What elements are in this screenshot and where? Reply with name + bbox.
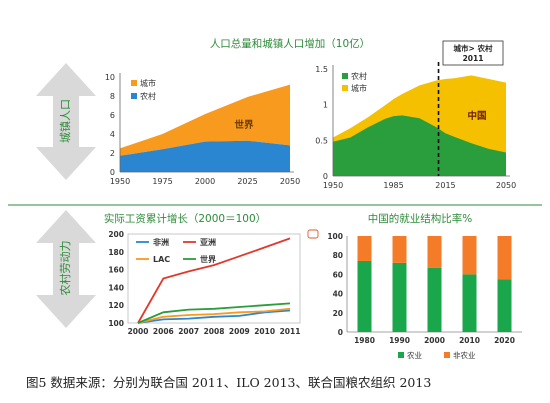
y-tick-label: 0 <box>323 172 328 181</box>
legend-label-china-urban: 城市 <box>351 83 367 93</box>
x-tick-label: 2009 <box>229 327 250 336</box>
legend-swatch-rural <box>131 93 137 99</box>
y-tick-label: 0 <box>338 328 343 337</box>
bar-non-agriculture <box>462 236 477 275</box>
legend-label: 亚洲 <box>200 238 216 247</box>
callout-text-line-1: 城市> 农村 <box>454 43 493 53</box>
bar-non-agriculture <box>392 236 407 263</box>
legend-label: LAC <box>153 255 170 264</box>
area-annotation-china: 中国 <box>467 110 486 122</box>
legend-swatch-non-agriculture <box>444 352 450 358</box>
title-wages: 实际工资累计增长（2000＝100） <box>104 212 266 225</box>
legend-label-urban: 城市 <box>140 78 156 88</box>
y-tick-label: 1.5 <box>315 65 328 74</box>
bar-non-agriculture <box>497 236 512 280</box>
y-tick-label: 0 <box>110 168 115 177</box>
y-tick-label: 160 <box>108 266 124 275</box>
x-tick-label: 2011 <box>280 327 301 336</box>
area-series-china-rural <box>333 115 506 176</box>
x-tick-label: 1975 <box>152 177 172 186</box>
y-tick-label: 180 <box>108 248 124 257</box>
bar-agriculture <box>427 267 442 332</box>
y-tick-label: 40 <box>333 290 343 299</box>
legend-label: 世界 <box>200 254 217 264</box>
bar-agriculture <box>357 260 372 332</box>
series-line-LAC <box>137 307 291 324</box>
y-tick-label: 20 <box>333 309 343 318</box>
x-tick-label: 2000 <box>424 336 445 345</box>
series-line-亚洲 <box>137 237 291 324</box>
figure-caption: 图5 数据来源：分别为联合国 2011、ILO 2013、联合国粮农组织 201… <box>26 375 432 390</box>
callout-box <box>442 40 504 66</box>
x-tick-label: 1980 <box>354 336 375 345</box>
chart-real-wage-growth: 100 120 140 160 180 200 2000 2006 2007 2008 2009 20… <box>108 230 300 336</box>
vertical-double-arrow-bottom <box>36 210 96 328</box>
x-tick-label: 2010 <box>254 327 275 336</box>
y-tick-label: 1 <box>323 101 328 110</box>
x-tick-label: 2015 <box>435 181 455 190</box>
legend-swatch-agriculture <box>398 352 404 358</box>
vertical-double-arrow-top <box>36 63 96 180</box>
area-series-rural <box>120 140 290 172</box>
legend-label: 非洲 <box>153 237 169 247</box>
area-series-urban <box>120 84 290 156</box>
title-employment: 中国的就业结构比率% <box>368 212 472 225</box>
x-tick-label: 2050 <box>496 181 516 190</box>
y-tick-label: 10 <box>105 73 115 82</box>
area-annotation-world: 世界 <box>234 119 254 131</box>
x-tick-label: 2007 <box>178 327 199 336</box>
x-tick-label: 1950 <box>110 177 130 186</box>
y-tick-label: 8 <box>110 92 115 101</box>
x-tick-label: 2050 <box>280 177 300 186</box>
legend-label-agriculture: 农业 <box>407 350 422 360</box>
bar-agriculture <box>462 274 477 332</box>
bar-agriculture <box>392 262 407 332</box>
y-tick-label: 140 <box>108 283 124 292</box>
x-tick-label: 1950 <box>323 181 343 190</box>
x-tick-label: 2025 <box>237 177 257 186</box>
y-tick-label: 2 <box>110 149 115 158</box>
legend-label-non-agriculture: 非农业 <box>453 350 476 360</box>
side-label-top: 城镇人口 <box>58 99 72 143</box>
y-tick-label: 0.5 <box>315 136 328 145</box>
x-tick-label: 2000 <box>195 177 215 186</box>
bar-non-agriculture <box>427 236 442 268</box>
y-tick-label: 200 <box>108 230 124 239</box>
x-tick-label: 2008 <box>204 327 225 336</box>
legend-swatch-china-urban <box>342 85 348 91</box>
x-tick-label: 2020 <box>494 336 515 345</box>
plot-area-frame <box>127 233 301 324</box>
legend-swatch-china-rural <box>342 73 348 79</box>
x-tick-label: 2010 <box>459 336 480 345</box>
y-tick-label: 120 <box>108 301 124 310</box>
y-tick-label: 100 <box>327 232 343 241</box>
chart-employment-structure: 0 20 40 60 80 100 1980 1990 2000 2010 2020 农业 非农业 <box>307 229 522 360</box>
legend-label-rural: 农村 <box>140 91 156 101</box>
bar-agriculture <box>497 279 512 332</box>
legend-label-china-rural: 农村 <box>351 71 367 81</box>
bar-non-agriculture <box>357 236 372 261</box>
callout-text-line-2: 2011 <box>463 54 484 63</box>
title-world-pop: 人口总量和城镇人口增加（10亿） <box>210 37 370 50</box>
x-tick-label: 2006 <box>153 327 174 336</box>
y-tick-label: 6 <box>110 111 115 120</box>
legend-swatch-urban <box>131 80 137 86</box>
series-line-世界 <box>137 302 291 324</box>
y-tick-label: 80 <box>333 251 343 260</box>
y-tick-label: 100 <box>108 319 124 328</box>
x-tick-label: 1985 <box>383 181 403 190</box>
x-tick-label: 1990 <box>389 336 410 345</box>
y-tick-label: 60 <box>333 270 343 279</box>
y-tick-label: 4 <box>110 130 115 139</box>
side-label-bottom: 农村劳动力 <box>58 241 72 296</box>
x-tick-label: 2000 <box>128 327 149 336</box>
comment-icon <box>307 229 319 239</box>
